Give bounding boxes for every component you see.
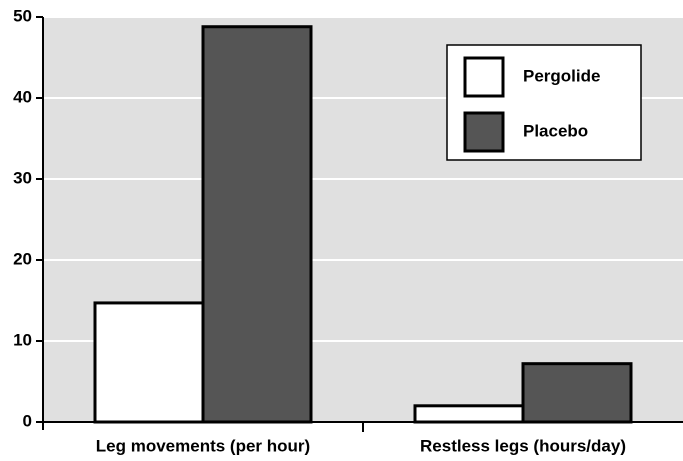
y-tick-label: 20 bbox=[13, 249, 32, 268]
legend-label: Pergolide bbox=[523, 66, 600, 85]
legend-label: Placebo bbox=[523, 121, 588, 140]
x-tick-label: Restless legs (hours/day) bbox=[420, 436, 626, 455]
y-tick-label: 10 bbox=[13, 330, 32, 349]
bar bbox=[521, 362, 633, 424]
y-tick-label: 30 bbox=[13, 168, 32, 187]
x-tick-label: Leg movements (per hour) bbox=[96, 436, 310, 455]
y-tick-label: 0 bbox=[23, 411, 32, 430]
y-tick-label: 40 bbox=[13, 87, 32, 106]
legend-swatch bbox=[463, 56, 505, 98]
legend-swatch bbox=[463, 111, 505, 153]
bar bbox=[201, 25, 313, 424]
y-tick-label: 50 bbox=[13, 6, 32, 25]
bar bbox=[93, 301, 205, 424]
bar bbox=[413, 404, 525, 424]
